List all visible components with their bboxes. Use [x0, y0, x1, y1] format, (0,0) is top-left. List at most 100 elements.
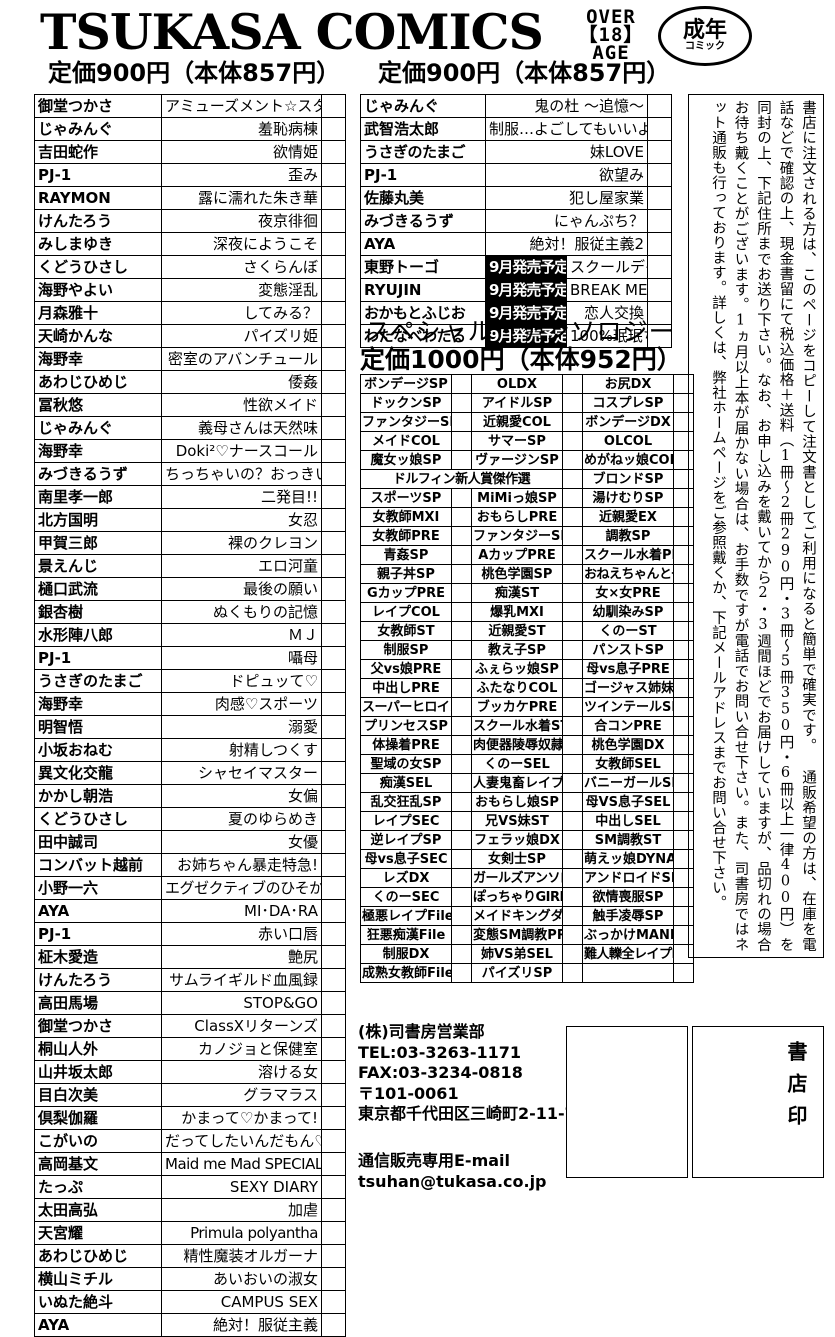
row-checkbox[interactable] — [647, 186, 672, 210]
anthology-checkbox[interactable] — [451, 640, 472, 660]
row-checkbox[interactable] — [321, 1175, 346, 1199]
anthology-checkbox[interactable] — [562, 716, 583, 736]
row-checkbox[interactable] — [321, 876, 346, 900]
row-checkbox[interactable] — [321, 623, 346, 647]
row-checkbox[interactable] — [647, 324, 672, 348]
row-checkbox[interactable] — [321, 830, 346, 854]
anthology-checkbox[interactable] — [451, 811, 472, 831]
anthology-checkbox[interactable] — [562, 583, 583, 603]
row-checkbox[interactable] — [321, 715, 346, 739]
row-checkbox[interactable] — [321, 784, 346, 808]
anthology-checkbox[interactable] — [451, 868, 472, 888]
anthology-checkbox[interactable] — [451, 374, 472, 394]
anthology-checkbox[interactable] — [451, 830, 472, 850]
row-checkbox[interactable] — [321, 186, 346, 210]
row-checkbox[interactable] — [321, 393, 346, 417]
row-checkbox[interactable] — [321, 945, 346, 969]
row-checkbox[interactable] — [647, 117, 672, 141]
anthology-checkbox[interactable] — [451, 754, 472, 774]
row-checkbox[interactable] — [321, 163, 346, 187]
row-checkbox[interactable] — [321, 991, 346, 1015]
anthology-checkbox[interactable] — [562, 621, 583, 641]
anthology-checkbox[interactable] — [562, 602, 583, 622]
anthology-checkbox[interactable] — [673, 963, 694, 983]
anthology-checkbox[interactable] — [451, 526, 472, 546]
anthology-checkbox[interactable] — [562, 697, 583, 717]
anthology-checkbox[interactable] — [451, 621, 472, 641]
row-checkbox[interactable] — [321, 1106, 346, 1130]
row-checkbox[interactable] — [321, 669, 346, 693]
anthology-checkbox[interactable] — [562, 773, 583, 793]
row-checkbox[interactable] — [321, 853, 346, 877]
anthology-checkbox[interactable] — [562, 678, 583, 698]
anthology-checkbox[interactable] — [562, 374, 583, 394]
row-checkbox[interactable] — [321, 1290, 346, 1314]
row-checkbox[interactable] — [647, 209, 672, 233]
row-checkbox[interactable] — [647, 232, 672, 256]
anthology-checkbox[interactable] — [451, 488, 472, 508]
row-checkbox[interactable] — [321, 439, 346, 463]
row-checkbox[interactable] — [321, 1014, 346, 1038]
anthology-checkbox[interactable] — [451, 583, 472, 603]
anthology-checkbox[interactable] — [451, 887, 472, 907]
anthology-checkbox[interactable] — [451, 602, 472, 622]
row-checkbox[interactable] — [321, 232, 346, 256]
anthology-checkbox[interactable] — [562, 526, 583, 546]
anthology-checkbox[interactable] — [451, 678, 472, 698]
anthology-checkbox[interactable] — [562, 393, 583, 413]
row-checkbox[interactable] — [321, 1037, 346, 1061]
anthology-checkbox[interactable] — [451, 792, 472, 812]
row-checkbox[interactable] — [647, 140, 672, 164]
anthology-checkbox[interactable] — [562, 640, 583, 660]
anthology-checkbox[interactable] — [562, 545, 583, 565]
row-checkbox[interactable] — [321, 1152, 346, 1176]
anthology-checkbox[interactable] — [562, 963, 583, 983]
anthology-checkbox[interactable] — [562, 849, 583, 869]
anthology-checkbox[interactable] — [451, 393, 472, 413]
row-checkbox[interactable] — [321, 508, 346, 532]
row-checkbox[interactable] — [321, 899, 346, 923]
anthology-checkbox[interactable] — [562, 431, 583, 451]
anthology-checkbox[interactable] — [451, 545, 472, 565]
anthology-checkbox[interactable] — [451, 716, 472, 736]
row-checkbox[interactable] — [321, 1083, 346, 1107]
row-checkbox[interactable] — [321, 1313, 346, 1337]
row-checkbox[interactable] — [321, 968, 346, 992]
row-checkbox[interactable] — [647, 163, 672, 187]
anthology-checkbox[interactable] — [562, 488, 583, 508]
anthology-checkbox[interactable] — [562, 906, 583, 926]
row-checkbox[interactable] — [321, 462, 346, 486]
anthology-checkbox[interactable] — [451, 735, 472, 755]
row-checkbox[interactable] — [321, 324, 346, 348]
anthology-checkbox[interactable] — [451, 450, 472, 470]
anthology-checkbox[interactable] — [451, 564, 472, 584]
row-checkbox[interactable] — [321, 531, 346, 555]
anthology-checkbox[interactable] — [562, 450, 583, 470]
row-checkbox[interactable] — [647, 94, 672, 118]
anthology-checkbox[interactable] — [562, 868, 583, 888]
row-checkbox[interactable] — [321, 1221, 346, 1245]
anthology-checkbox[interactable] — [562, 811, 583, 831]
anthology-checkbox[interactable] — [451, 906, 472, 926]
row-checkbox[interactable] — [321, 554, 346, 578]
anthology-checkbox[interactable] — [451, 963, 472, 983]
anthology-checkbox[interactable] — [451, 944, 472, 964]
row-checkbox[interactable] — [321, 738, 346, 762]
row-checkbox[interactable] — [321, 94, 346, 118]
row-checkbox[interactable] — [321, 347, 346, 371]
row-checkbox[interactable] — [321, 1244, 346, 1268]
anthology-checkbox[interactable] — [562, 792, 583, 812]
row-checkbox[interactable] — [647, 278, 672, 302]
anthology-checkbox[interactable] — [562, 507, 583, 527]
row-checkbox[interactable] — [321, 1267, 346, 1291]
row-checkbox[interactable] — [321, 485, 346, 509]
anthology-checkbox[interactable] — [562, 830, 583, 850]
anthology-checkbox[interactable] — [451, 412, 472, 432]
row-checkbox[interactable] — [321, 600, 346, 624]
row-checkbox[interactable] — [321, 922, 346, 946]
row-checkbox[interactable] — [321, 807, 346, 831]
anthology-checkbox[interactable] — [451, 659, 472, 679]
row-checkbox[interactable] — [321, 140, 346, 164]
anthology-checkbox[interactable] — [562, 944, 583, 964]
row-checkbox[interactable] — [321, 416, 346, 440]
